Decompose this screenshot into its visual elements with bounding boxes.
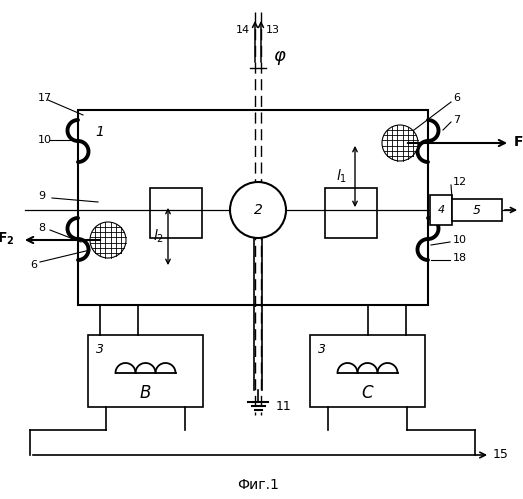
Text: 6: 6	[453, 93, 460, 103]
Text: $\mathbf{F_2}$: $\mathbf{F_2}$	[0, 231, 14, 247]
Text: 15: 15	[493, 449, 509, 462]
Bar	[310, 335, 425, 407]
Text: $B$: $B$	[139, 384, 152, 402]
Text: 10: 10	[453, 235, 467, 245]
Circle shape	[90, 222, 126, 258]
Text: 4: 4	[437, 205, 445, 215]
Text: $\varphi$: $\varphi$	[273, 49, 287, 67]
Bar	[325, 188, 377, 238]
Bar	[78, 110, 428, 305]
Bar	[452, 199, 502, 221]
Text: 3: 3	[96, 343, 104, 356]
Circle shape	[382, 125, 418, 161]
Text: 12: 12	[453, 177, 467, 187]
Text: 2: 2	[254, 203, 263, 217]
Text: 8: 8	[38, 223, 45, 233]
Text: 7: 7	[453, 115, 460, 125]
Circle shape	[230, 182, 286, 238]
Text: 11: 11	[276, 400, 292, 413]
Text: Фиг.1: Фиг.1	[237, 478, 279, 492]
Text: 5: 5	[473, 204, 481, 217]
Text: 3: 3	[318, 343, 326, 356]
Text: $C$: $C$	[361, 384, 374, 402]
Text: 9: 9	[38, 191, 45, 201]
Bar	[430, 195, 452, 225]
Text: 14: 14	[236, 25, 250, 35]
Text: $l_1$: $l_1$	[336, 168, 347, 185]
Text: 10: 10	[38, 135, 52, 145]
Bar	[88, 335, 203, 407]
Text: 13: 13	[266, 25, 280, 35]
Text: 17: 17	[38, 93, 52, 103]
Text: $l_2$: $l_2$	[153, 228, 164, 245]
Text: 16: 16	[522, 197, 523, 207]
Bar	[150, 188, 202, 238]
Text: 18: 18	[453, 253, 467, 263]
Text: 6: 6	[30, 260, 37, 270]
Text: $\mathbf{F_1}$: $\mathbf{F_1}$	[513, 135, 523, 151]
Text: 1: 1	[96, 125, 105, 139]
